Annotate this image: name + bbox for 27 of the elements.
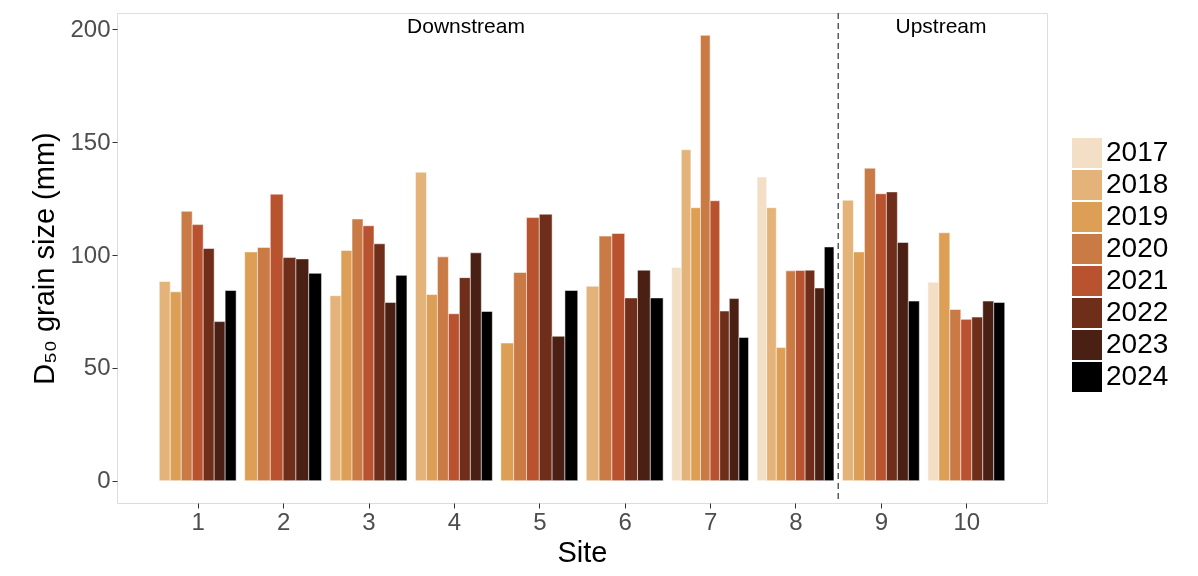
- x-tick-label: 10: [953, 507, 981, 535]
- legend-label: 2019: [1106, 200, 1169, 231]
- x-tick-label: 9: [874, 507, 889, 535]
- y-tick-label: 150: [70, 127, 111, 155]
- legend-label: 2021: [1106, 264, 1169, 295]
- x-tick-label: 4: [447, 507, 462, 535]
- x-tick-label: 6: [618, 507, 632, 535]
- x-tick-label: 5: [533, 507, 547, 535]
- y-tick-label: 200: [70, 14, 111, 42]
- legend-label: 2023: [1106, 328, 1169, 359]
- x-axis-title: Site: [557, 535, 608, 568]
- x-tick-label: 3: [362, 507, 376, 535]
- legend-label: 2020: [1106, 232, 1169, 263]
- x-tick-label: 2: [276, 507, 291, 535]
- y-tick-label: 50: [83, 353, 111, 381]
- annotation: Downstream: [407, 14, 525, 37]
- legend-label: 2024: [1106, 360, 1169, 391]
- annotation: Upstream: [895, 14, 987, 37]
- y-tick-label: 0: [97, 466, 111, 494]
- legend-label: 2018: [1106, 168, 1169, 199]
- y-tick-label: 100: [70, 240, 111, 268]
- y-axis-title: D₅₀ grain size (mm): [28, 132, 61, 385]
- x-tick-label: 1: [191, 507, 205, 535]
- legend-label: 2017: [1106, 136, 1169, 167]
- x-tick-label: 7: [703, 507, 718, 535]
- legend-label: 2022: [1106, 296, 1169, 327]
- x-tick-label: 8: [789, 507, 803, 535]
